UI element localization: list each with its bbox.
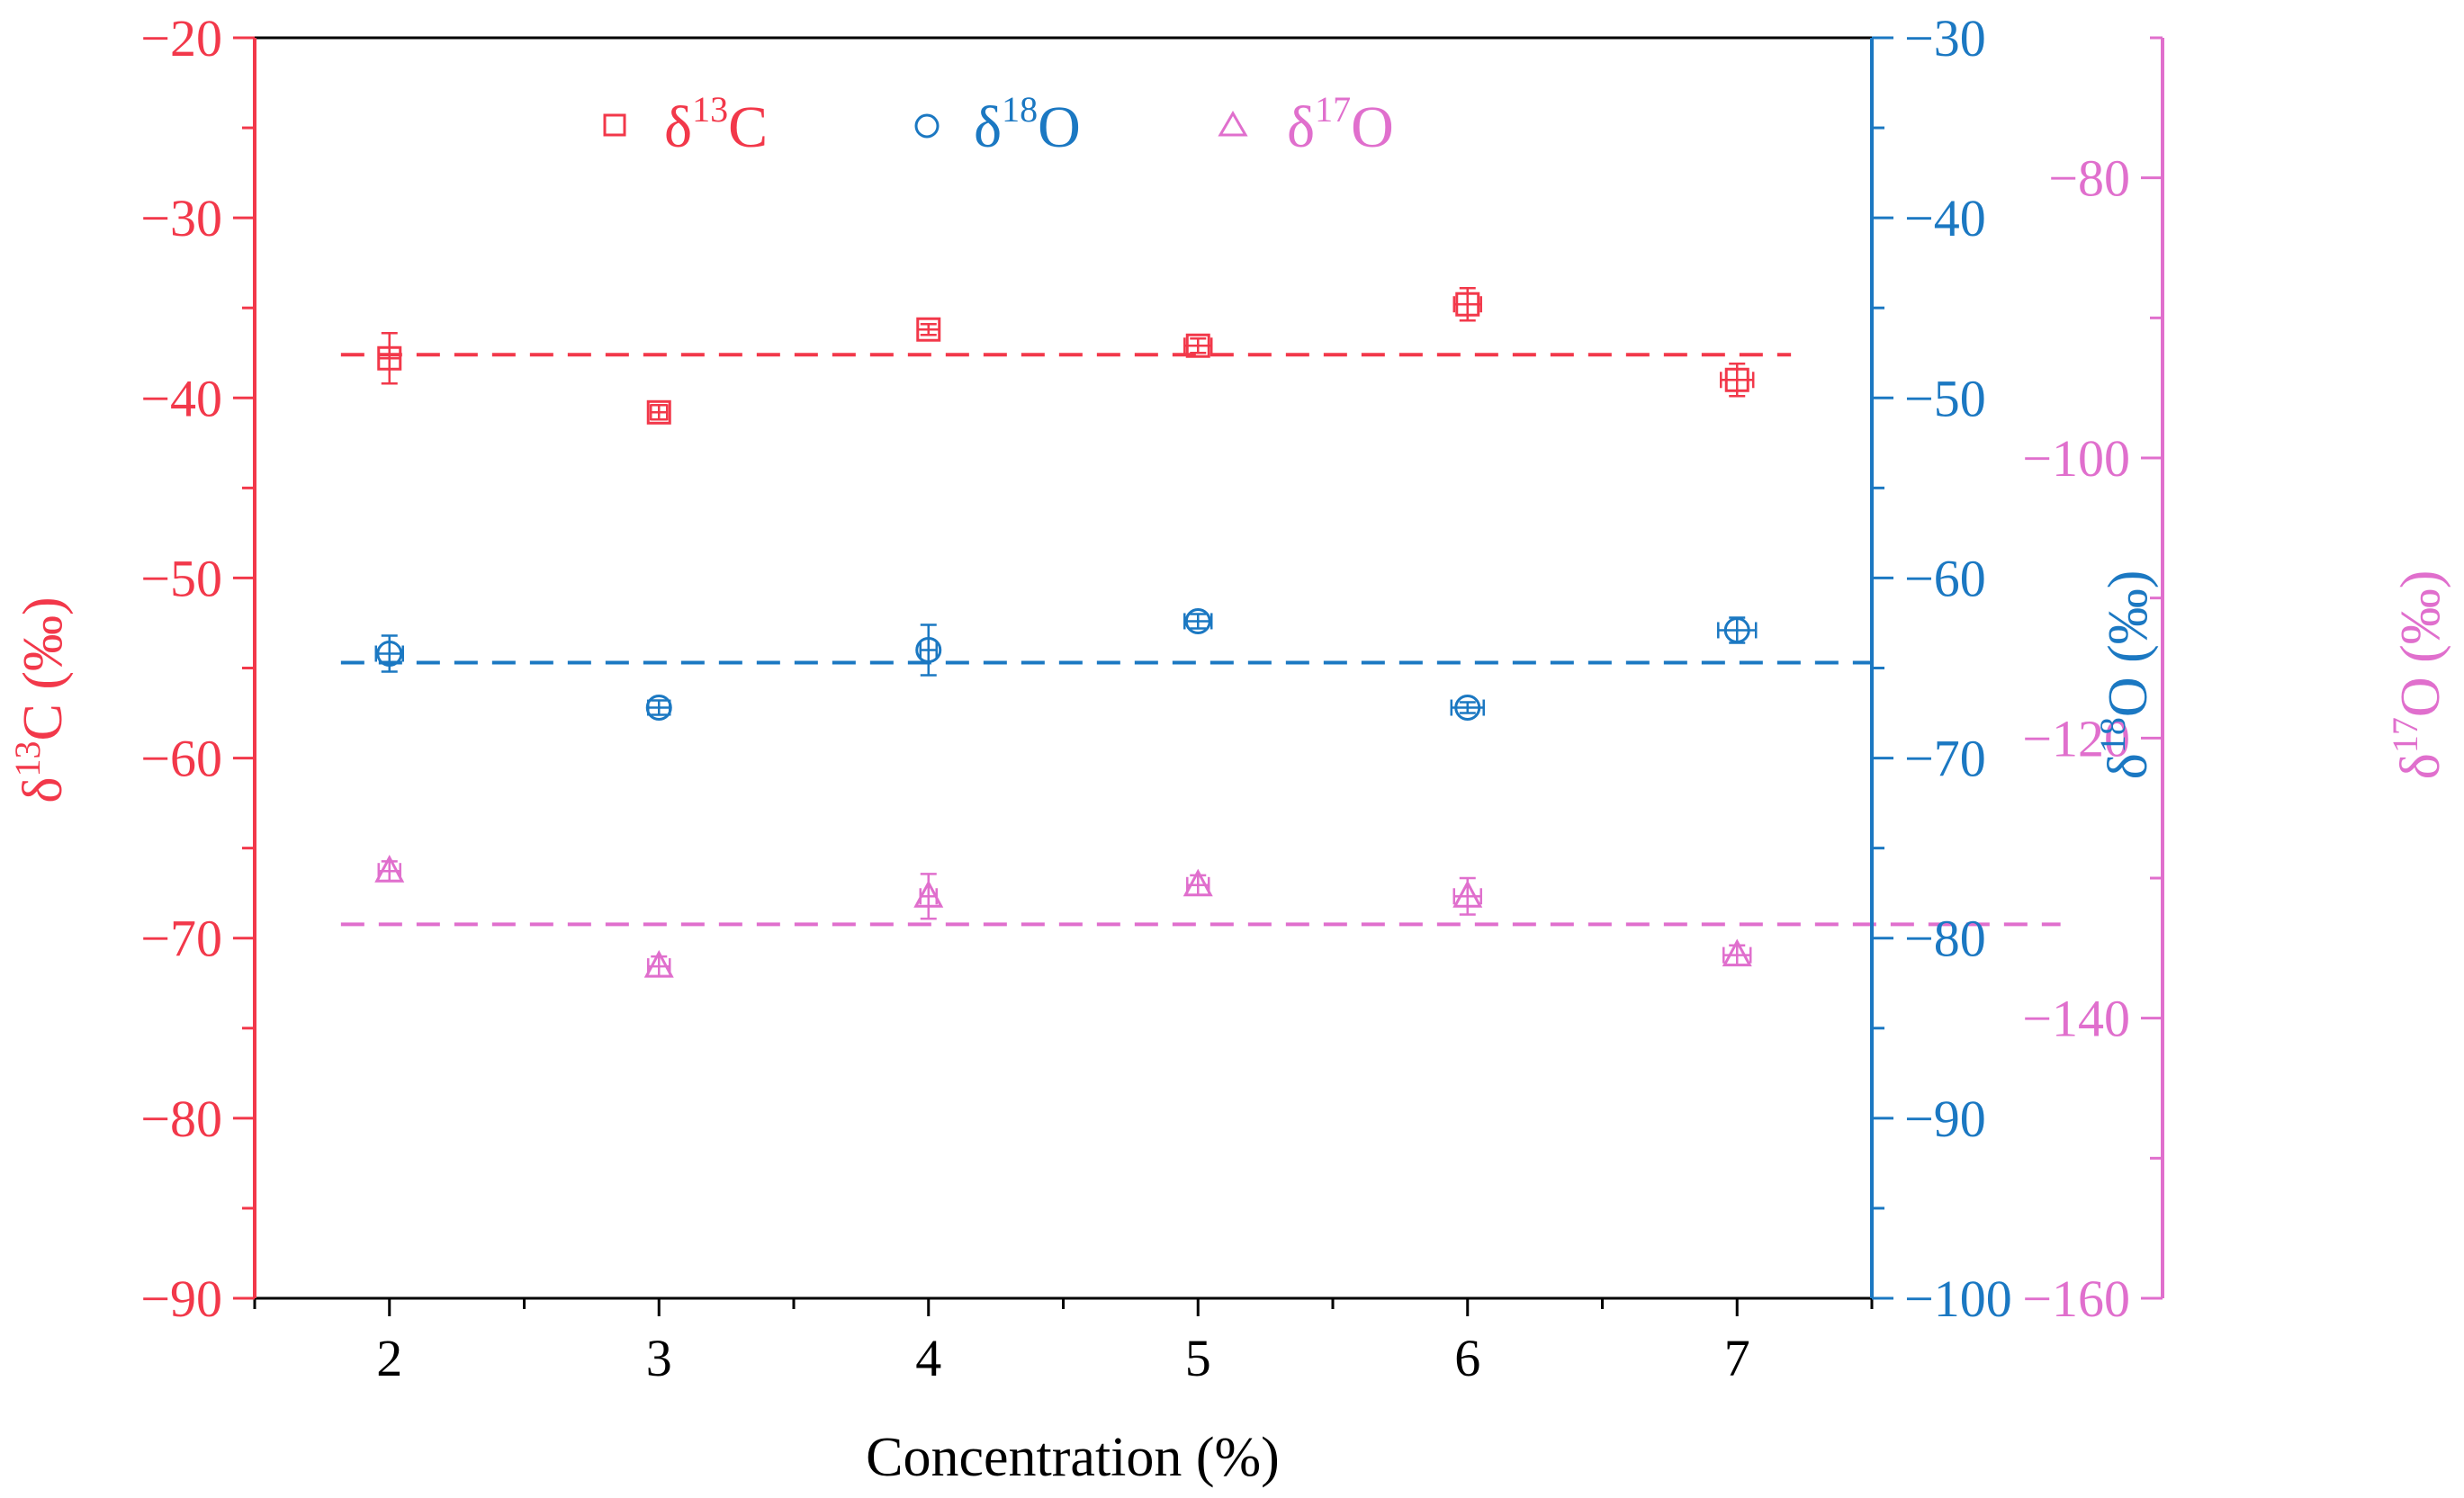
square-marker [916, 317, 941, 342]
x-tick-label: 7 [1724, 1329, 1750, 1387]
legend-label-d18o: δ18O [974, 89, 1081, 160]
data-point-1-3 [1183, 607, 1213, 634]
right1-tick-label: −80 [1904, 910, 1986, 968]
legend-label-d17o: δ17O [1287, 89, 1394, 160]
x-tick-label: 4 [915, 1329, 941, 1387]
right2-axis-title-rest: O (‰) [2390, 570, 2451, 718]
data-point-0-5 [1720, 363, 1755, 398]
data-point-2-0 [374, 855, 405, 883]
square-marker [1724, 367, 1749, 392]
data-point-2-2 [913, 873, 944, 920]
triangle-marker [374, 855, 405, 883]
right2-tick-label: −80 [2048, 149, 2130, 208]
x-tick-label: 2 [376, 1329, 402, 1387]
right1-tick-label: −50 [1904, 369, 1986, 427]
x-tick-label: 5 [1185, 1329, 1211, 1387]
circle-marker [376, 640, 403, 667]
data-point-1-1 [645, 695, 672, 722]
left-tick-label: −30 [140, 189, 222, 247]
right1-axis-title-sup: 18 [2092, 717, 2133, 753]
x-axis-title: Concentration (%) [866, 1427, 1280, 1488]
right1-tick-label: −90 [1904, 1090, 1986, 1148]
square-marker [1185, 333, 1210, 358]
data-point-0-0 [377, 331, 402, 385]
left-tick-label: −20 [140, 9, 222, 67]
right2-axis-title-sup: 17 [2385, 717, 2425, 753]
left-axis-title-rest: C (‰) [13, 597, 74, 740]
legend-label-d13c: δ13C [664, 89, 768, 160]
square-marker [1455, 292, 1480, 317]
square-marker [646, 399, 671, 425]
right2-tick-label: −100 [2022, 429, 2130, 488]
x-tick-label: 3 [646, 1329, 672, 1387]
right2-tick-label: −160 [2022, 1269, 2130, 1328]
data-point-0-3 [1183, 333, 1213, 358]
circle-marker [1723, 616, 1750, 643]
right2-tick-label: −140 [2022, 990, 2130, 1048]
left-tick-label: −60 [140, 730, 222, 788]
right1-tick-label: −70 [1904, 730, 1986, 788]
left-tick-label: −50 [140, 549, 222, 607]
triangle-marker [913, 880, 944, 908]
data-point-1-5 [1717, 616, 1758, 644]
data-point-2-4 [1452, 876, 1483, 916]
triangle-marker [1452, 880, 1483, 908]
circle-marker [915, 636, 942, 663]
data-point-0-4 [1452, 286, 1482, 322]
left-axis-title: δ13C (‰) [7, 597, 74, 803]
left-axis-title-sup: 13 [7, 740, 48, 776]
data-point-2-1 [643, 949, 674, 978]
square-marker [377, 345, 402, 371]
right1-axis-title: δ18O (‰) [2092, 570, 2159, 780]
triangle-marker [643, 949, 674, 978]
x-tick-label: 6 [1454, 1329, 1480, 1387]
data-point-1-2 [915, 623, 942, 677]
right1-axis-title-rest: O (‰) [2098, 570, 2159, 718]
data-point-2-5 [1722, 938, 1752, 967]
right1-tick-label: −100 [1904, 1269, 2012, 1328]
data-point-0-1 [646, 399, 671, 425]
right1-tick-label: −60 [1904, 549, 1986, 607]
legend-marker-d18o [914, 113, 940, 139]
right1-axis-title-base: δ [2098, 753, 2159, 779]
left-axis-title-base: δ [13, 776, 74, 803]
data-point-1-4 [1450, 695, 1485, 722]
left-tick-label: −80 [140, 1090, 222, 1148]
left-tick-label: −40 [140, 369, 222, 427]
right1-tick-label: −30 [1904, 9, 1986, 67]
data-point-1-0 [374, 634, 404, 673]
left-tick-label: −90 [140, 1269, 222, 1328]
legend-marker-d17o [1218, 111, 1248, 137]
circle-marker [1184, 607, 1211, 634]
right2-tick-label: −120 [2022, 709, 2130, 767]
circle-marker [645, 695, 672, 722]
right2-axis-title-base: δ [2390, 753, 2451, 779]
right1-tick-label: −40 [1904, 189, 1986, 247]
left-tick-label: −70 [140, 910, 222, 968]
data-point-0-2 [916, 317, 941, 342]
legend: δ13C δ18O δ17O [603, 89, 1394, 160]
data-point-2-3 [1183, 868, 1213, 897]
triangle-marker [1183, 868, 1213, 897]
triangle-marker [1722, 938, 1752, 967]
legend-marker-d13c [603, 113, 626, 137]
right2-axis-title: δ17O (‰) [2385, 570, 2451, 780]
circle-marker [1454, 695, 1481, 722]
